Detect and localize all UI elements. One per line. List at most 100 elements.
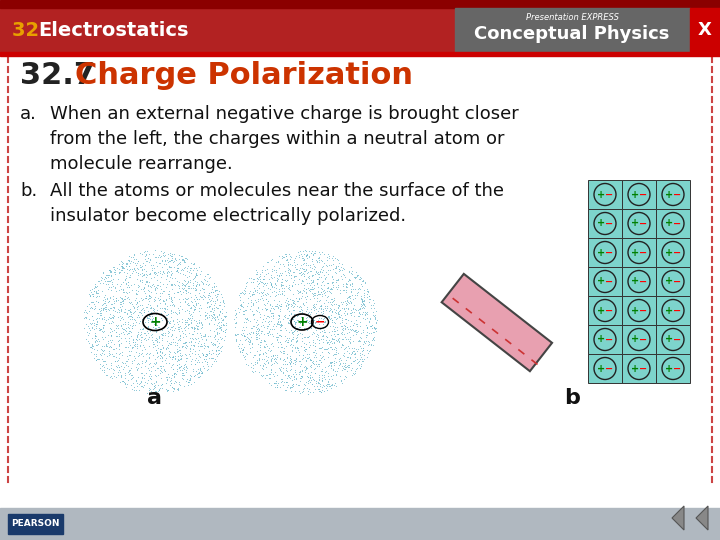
Point [298,258,310,267]
Point [361,328,373,336]
Point [98,323,109,332]
Point [300,345,312,354]
Point [156,329,167,338]
Point [318,386,330,395]
Point [203,302,215,311]
Point [354,349,366,358]
Point [123,287,135,296]
Point [284,254,296,263]
Point [250,318,261,326]
Bar [656,180,690,209]
Point [173,306,184,314]
Point [144,349,156,357]
Point [285,253,297,261]
Point [315,304,326,313]
Point [253,308,265,316]
Point [210,313,221,321]
Point [123,336,135,345]
Point [157,384,168,393]
Point [327,322,338,330]
Point [220,319,232,328]
Point [343,344,354,353]
Point [194,372,206,380]
Point [171,266,182,275]
Point [190,317,202,326]
Point [263,379,274,387]
Point [311,268,323,277]
Point [275,278,287,287]
Point [143,315,154,324]
Point [207,294,218,303]
Point [97,305,109,313]
Point [328,330,340,339]
Point [138,259,149,267]
Point [155,350,166,359]
Point [122,318,134,327]
Point [97,279,109,288]
Point [287,306,299,315]
Point [159,331,171,340]
Point [311,279,323,287]
Point [263,268,274,277]
Point [357,297,369,306]
Point [287,342,298,351]
Point [287,314,298,323]
Point [360,336,372,345]
Point [323,284,334,292]
Point [197,351,209,360]
Point [359,288,370,297]
Point [359,311,371,320]
Point [81,328,92,336]
Polygon shape [672,506,684,530]
Point [149,293,161,301]
Point [306,249,318,258]
Point [145,292,156,300]
Point [163,291,175,300]
Point [123,329,135,338]
Point [328,345,340,353]
Bar [622,180,656,209]
Point [276,331,287,340]
Point [351,328,363,336]
Point [150,315,161,324]
Point [164,251,176,259]
Point [317,305,328,313]
Point [260,340,271,348]
Point [248,329,259,338]
Point [240,279,251,287]
Point [180,258,192,266]
Point [308,315,320,324]
Point [86,334,97,342]
Point [104,373,116,381]
Point [110,328,122,336]
Point [256,266,268,274]
Point [245,333,256,341]
Point [149,308,161,317]
Point [190,300,202,309]
Point [323,312,334,320]
Point [199,363,210,372]
Point [177,375,189,383]
Point [173,355,184,363]
Point [348,346,359,355]
Point [159,251,171,260]
Point [330,318,341,327]
Point [244,338,256,347]
Point [202,364,214,373]
Point [174,307,185,316]
Point [190,264,202,272]
Point [303,247,315,255]
Point [154,347,166,355]
Point [92,289,104,298]
Point [240,354,251,363]
Point [332,301,343,310]
Point [330,348,341,357]
Point [303,308,315,316]
Point [324,321,336,330]
Point [274,322,285,331]
Point [332,276,343,285]
Point [98,293,109,301]
Point [316,382,328,391]
Point [295,261,307,269]
Point [117,325,129,333]
